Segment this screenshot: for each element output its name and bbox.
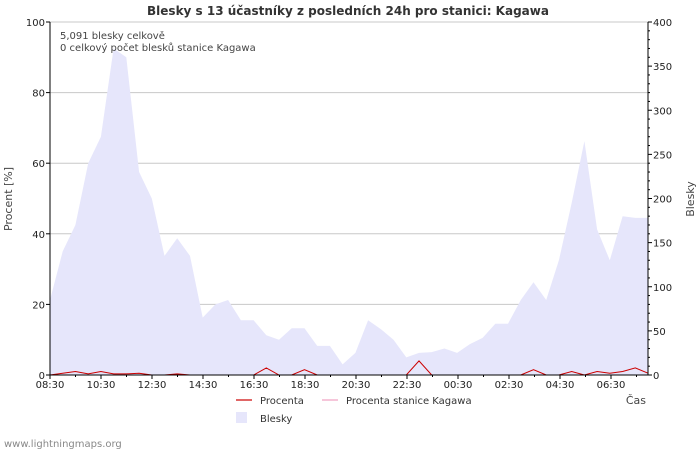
- x-tick-label: 14:30: [189, 380, 218, 391]
- y-right-tick-label: 300: [653, 106, 672, 117]
- x-tick-label: 12:30: [138, 380, 167, 391]
- y-right-tick-label: 50: [653, 327, 666, 338]
- y-right-tick-label: 250: [653, 150, 672, 161]
- y-left-tick-label: 100: [26, 18, 45, 29]
- y-left-tick-label: 60: [32, 159, 45, 170]
- x-tick-label: 22:30: [393, 380, 422, 391]
- site-credit: www.lightningmaps.org: [4, 439, 122, 450]
- y-right-tick-label: 150: [653, 239, 672, 250]
- y-left-tick-label: 0: [39, 371, 45, 382]
- y-axis-left-label: Procent [%]: [2, 167, 15, 231]
- blesky-area: [50, 48, 648, 375]
- x-tick-label: 06:30: [597, 380, 626, 391]
- axis-ticks: 0 20 40 60 80 100 0 50 100 150 200 250 300 350 400 08:3…: [26, 18, 672, 391]
- legend-blesky-swatch: [236, 412, 247, 423]
- x-axis-label: Čas: [626, 394, 646, 407]
- x-tick-label: 16:30: [240, 380, 269, 391]
- station-strikes-note: 0 celkový počet blesků stanice Kagawa: [60, 42, 256, 54]
- x-tick-label: 08:30: [36, 380, 65, 391]
- y-right-tick-label: 400: [653, 18, 672, 29]
- legend-station: Procenta stanice Kagawa: [346, 396, 472, 407]
- y-right-tick-label: 0: [653, 371, 659, 382]
- legend-blesky: Blesky: [260, 414, 292, 425]
- x-tick-label: 20:30: [342, 380, 371, 391]
- chart-title: Blesky s 13 účastníky z posledních 24h p…: [147, 4, 549, 18]
- y-left-tick-label: 40: [32, 230, 45, 241]
- blesky-area-path: [50, 48, 648, 375]
- x-tick-label: 18:30: [291, 380, 320, 391]
- x-tick-label: 04:30: [546, 380, 575, 391]
- x-tick-label: 10:30: [87, 380, 116, 391]
- x-tick-label: 00:30: [444, 380, 473, 391]
- total-strikes-note: 5,091 blesky celkově: [60, 30, 165, 42]
- x-tick-label: 02:30: [495, 380, 524, 391]
- y-right-tick-label: 100: [653, 283, 672, 294]
- y-right-tick-label: 200: [653, 195, 672, 206]
- legend-procenta: Procenta: [260, 396, 304, 407]
- y-axis-right-label: Blesky: [684, 181, 697, 217]
- y-left-tick-label: 20: [32, 300, 45, 311]
- y-right-tick-label: 350: [653, 62, 672, 73]
- y-left-tick-label: 80: [32, 89, 45, 100]
